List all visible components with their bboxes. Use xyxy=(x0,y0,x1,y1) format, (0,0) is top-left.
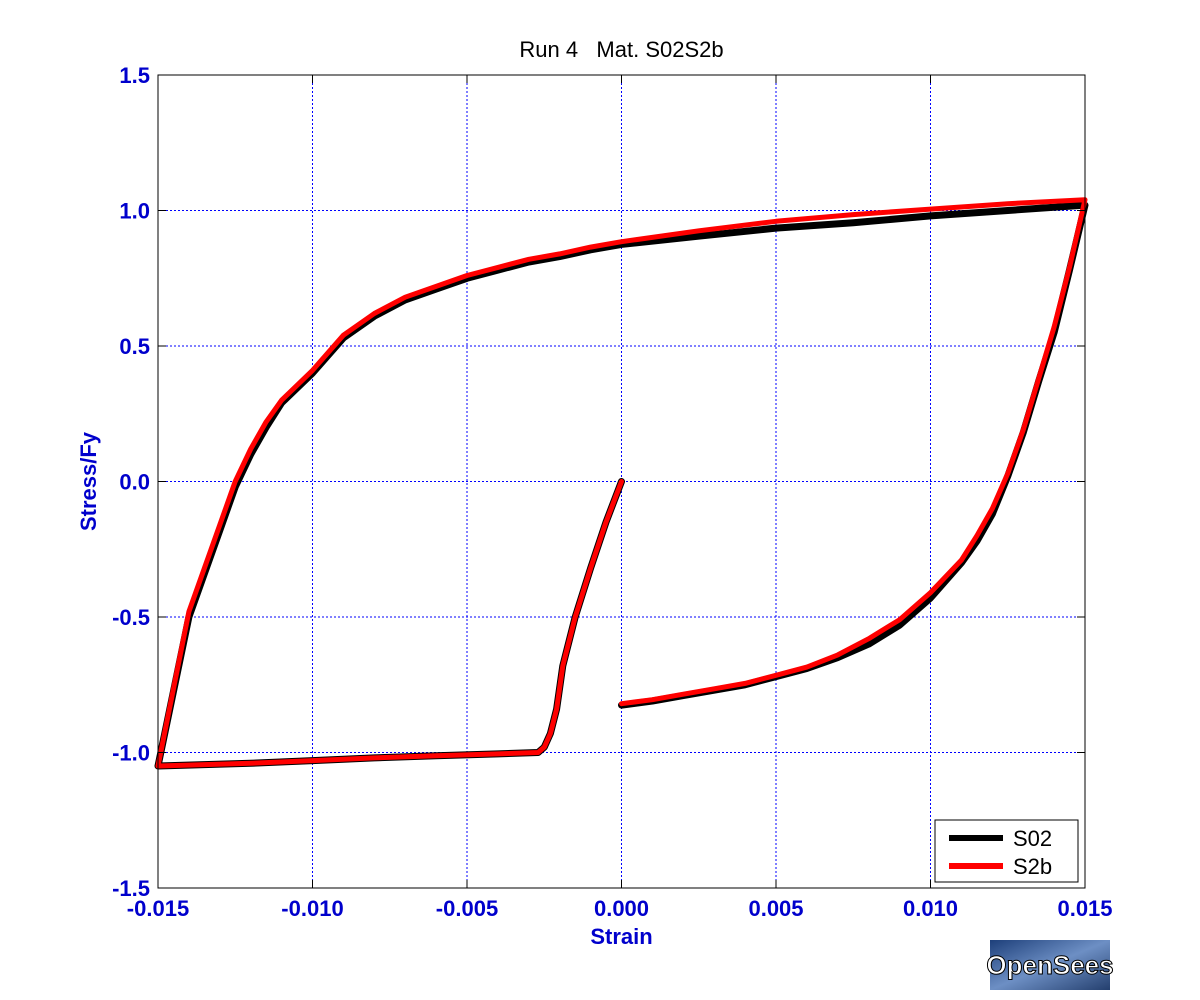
x-axis-label: Strain xyxy=(590,924,652,949)
y-tick-label: 0.5 xyxy=(119,334,150,359)
legend-box xyxy=(934,819,1079,883)
y-tick-label: -0.5 xyxy=(112,605,150,630)
y-tick-label: 0.0 xyxy=(119,470,150,495)
chart-title: Run 4 Mat. S02S2b xyxy=(519,37,723,62)
y-axis-label: Stress/Fy xyxy=(76,431,101,531)
x-tick-label: 0.005 xyxy=(748,896,803,921)
logo-background xyxy=(990,940,1110,990)
y-tick-label: -1.0 xyxy=(112,741,150,766)
legend-label-s2b: S2b xyxy=(1013,854,1052,879)
series-line-s2b xyxy=(155,197,1088,769)
tick-layer: -0.015 -0.010 -0.005 0.000 0.005 0.010 0.015 -1… xyxy=(112,63,1112,921)
y-tick-label: 1.0 xyxy=(119,199,150,224)
logo-text: OpenSees xyxy=(986,950,1113,980)
x-tick-label: 0.010 xyxy=(903,896,958,921)
x-tick-label: 0.000 xyxy=(594,896,649,921)
legend-label-s02: S02 xyxy=(1013,826,1052,851)
opensees-logo: OpenSees xyxy=(986,940,1114,990)
x-tick-label: -0.010 xyxy=(281,896,343,921)
x-tick-label: -0.005 xyxy=(436,896,498,921)
legend: S02S2b xyxy=(934,819,1079,883)
y-tick-label: 1.5 xyxy=(119,63,150,88)
x-tick-label: -0.015 xyxy=(127,896,189,921)
y-tick-label: -1.5 xyxy=(112,876,150,901)
x-tick-label: 0.015 xyxy=(1057,896,1112,921)
series-layer xyxy=(154,197,1089,770)
